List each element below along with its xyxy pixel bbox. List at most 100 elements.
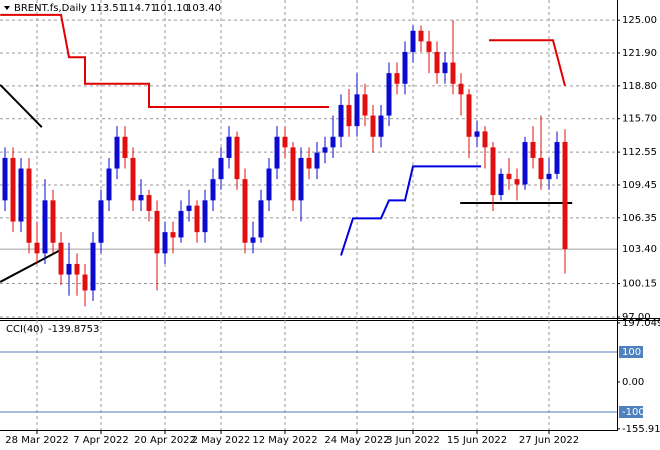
- candle-body: [506, 173, 512, 180]
- header-arrow: [4, 6, 10, 10]
- x-tick-label: 20 Apr 2022: [134, 435, 196, 446]
- candle-body: [170, 232, 176, 238]
- x-tick-label: 24 May 2022: [324, 435, 389, 446]
- candle-body: [290, 147, 296, 201]
- candle-body: [522, 142, 528, 185]
- candle-body: [42, 200, 48, 254]
- candle-body: [322, 147, 328, 153]
- candle-body: [274, 136, 280, 169]
- candle-body: [394, 73, 400, 84]
- candle-body: [498, 173, 504, 196]
- ohlc-low: 101.10: [154, 3, 189, 14]
- candle-body: [354, 94, 360, 127]
- candle-body: [178, 210, 184, 238]
- candle-body: [298, 157, 304, 201]
- indicator-line: [340, 165, 481, 256]
- indicator-line: [0, 84, 43, 128]
- y-tick-label: 125.00: [622, 15, 657, 26]
- candle-body: [346, 104, 352, 127]
- candle-body: [258, 200, 264, 238]
- candle-body: [74, 263, 80, 275]
- y-tick-label: 109.45: [622, 180, 657, 191]
- candle-body: [34, 242, 40, 254]
- symbol-title: BRENT.fs,Daily: [14, 3, 87, 14]
- candle-body: [418, 30, 424, 42]
- cci-value: -139.8753: [48, 324, 99, 335]
- candle-body: [210, 179, 216, 201]
- indicator-line: [0, 13, 329, 109]
- candle-body: [202, 200, 208, 233]
- candle-body: [546, 173, 552, 180]
- candle-body: [98, 200, 104, 243]
- ohlc-high: 114.71: [122, 3, 157, 14]
- candle-body: [306, 157, 312, 169]
- y-tick-label: 118.80: [622, 81, 657, 92]
- level-label: -100: [622, 407, 645, 418]
- x-tick-label: 27 Jun 2022: [519, 435, 579, 446]
- y-tick-label: 100.15: [622, 279, 657, 290]
- candle-body: [26, 168, 32, 243]
- candle-body: [314, 152, 320, 169]
- candle-body: [530, 142, 536, 158]
- level-box: [619, 346, 643, 359]
- ohlc-open: 113.51: [90, 3, 125, 14]
- candle-body: [186, 205, 192, 211]
- candle-body: [194, 205, 200, 233]
- candle-body: [458, 83, 464, 95]
- cci-title: CCI(40): [6, 324, 44, 335]
- candle-body: [106, 168, 112, 201]
- candle-body: [410, 30, 416, 52]
- candle-body: [282, 136, 288, 148]
- candle-body: [562, 141, 568, 250]
- candle-body: [538, 157, 544, 180]
- level-label: 100: [622, 347, 641, 358]
- indicator-line: [0, 249, 61, 283]
- level-box: [619, 406, 643, 419]
- candle-body: [82, 274, 88, 291]
- candle-body: [362, 94, 368, 116]
- last-price-box: [618, 243, 660, 256]
- candle-body: [234, 136, 240, 180]
- x-tick-label: 2 May 2022: [192, 435, 251, 446]
- y-tick-label: 115.70: [622, 114, 657, 125]
- y-tick-label: -155.919: [622, 424, 660, 435]
- candle-body: [130, 157, 136, 201]
- candle-body: [226, 136, 232, 158]
- candle-body: [18, 168, 24, 222]
- y-tick-label: 0.00: [622, 377, 644, 388]
- candle-body: [138, 195, 144, 201]
- x-tick-label: 3 Jun 2022: [386, 435, 440, 446]
- candle-body: [218, 157, 224, 180]
- candle-body: [58, 242, 64, 275]
- candle-body: [122, 136, 128, 158]
- y-tick-label: 197.0497: [622, 318, 660, 329]
- ohlc-close: 103.40: [186, 3, 221, 14]
- candle-body: [514, 179, 520, 185]
- candle-body: [154, 210, 160, 254]
- candle-body: [370, 115, 376, 137]
- candle-body: [90, 242, 96, 291]
- candle-body: [426, 41, 432, 52]
- candle-body: [146, 195, 152, 211]
- candle-body: [242, 179, 248, 243]
- candle-body: [402, 51, 408, 84]
- candle-body: [330, 136, 336, 148]
- candle-body: [466, 94, 472, 137]
- candle-body: [386, 73, 392, 116]
- candle-body: [482, 131, 488, 148]
- candle-body: [10, 157, 16, 222]
- candle-body: [554, 142, 560, 174]
- candle-body: [50, 200, 56, 243]
- indicator-line: [489, 39, 566, 87]
- candle-body: [490, 147, 496, 196]
- x-tick-label: 7 Apr 2022: [73, 435, 128, 446]
- x-tick-label: 12 May 2022: [252, 435, 317, 446]
- candle-body: [66, 263, 72, 275]
- candle-body: [450, 62, 456, 84]
- candle-body: [250, 237, 256, 243]
- candle-body: [114, 136, 120, 169]
- last-price-label: 103.40: [622, 244, 657, 255]
